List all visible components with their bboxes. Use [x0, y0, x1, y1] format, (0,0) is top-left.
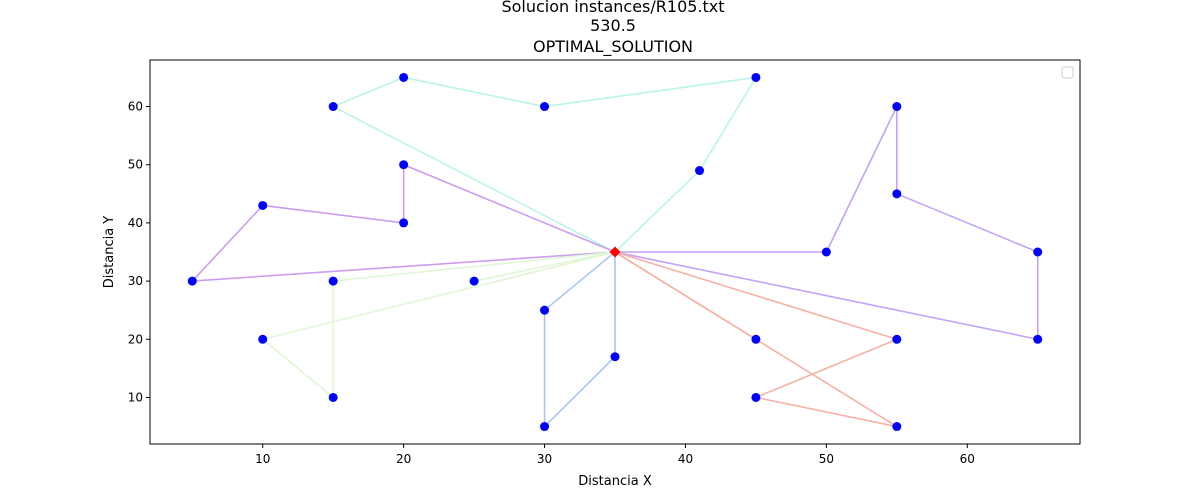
route-line-5: [261, 251, 616, 399]
x-axis-ticks: 10 20 30 40 50 60: [255, 444, 975, 466]
y-tick-label-40: 40: [128, 216, 143, 230]
chart-title-line-2: 530.5: [590, 16, 636, 35]
customer-point-25: [892, 422, 902, 432]
chart-title-line-1: Solucion instances/R105.txt: [501, 0, 724, 16]
depot-point: [609, 246, 621, 258]
customer-point-7: [892, 189, 902, 199]
y-tick-label-10: 10: [128, 390, 143, 404]
route-line-6: [543, 251, 616, 428]
route-line-3: [191, 163, 616, 282]
customer-point-18: [328, 392, 338, 402]
customer-point-9: [1033, 334, 1043, 344]
route-line-2: [614, 105, 1039, 341]
y-axis-ticks: 10 20 30 40 50 60: [128, 100, 150, 404]
customer-point-4: [751, 72, 761, 82]
customer-point-19: [540, 305, 550, 315]
x-tick-label-20: 20: [396, 452, 411, 466]
customer-point-22: [751, 334, 761, 344]
y-tick-label-20: 20: [128, 332, 143, 346]
customer-point-1: [328, 102, 338, 112]
customer-point-8: [1033, 247, 1043, 257]
chart-title-line-3: OPTIMAL_SOLUTION: [533, 37, 693, 57]
legend-box: [1061, 66, 1074, 79]
customer-point-11: [399, 160, 409, 170]
points-layer: [187, 72, 1043, 432]
x-tick-label-50: 50: [819, 452, 834, 466]
y-tick-label-50: 50: [128, 158, 143, 172]
customer-point-23: [751, 392, 761, 402]
x-tick-label-10: 10: [255, 452, 270, 466]
x-tick-label-40: 40: [678, 452, 693, 466]
x-tick-label-60: 60: [960, 452, 975, 466]
customer-point-24: [892, 334, 902, 344]
customer-point-3: [540, 102, 550, 112]
customer-point-10: [821, 247, 831, 257]
y-tick-label-30: 30: [128, 274, 143, 288]
customer-point-21: [610, 352, 620, 362]
customer-point-14: [187, 276, 197, 286]
customer-point-15: [328, 276, 338, 286]
customer-point-13: [258, 200, 268, 210]
customer-point-16: [469, 276, 479, 286]
x-axis-label: Distancia X: [578, 474, 652, 489]
customer-point-5: [695, 166, 705, 176]
plot-frame: [149, 59, 1081, 445]
chart-title: Solucion instances/R105.txt 530.5 OPTIMA…: [501, 0, 724, 57]
y-axis-label: Distancia Y: [102, 216, 117, 289]
x-tick-label-30: 30: [537, 452, 552, 466]
customer-point-12: [399, 218, 409, 228]
customer-point-6: [892, 102, 902, 112]
y-tick-label-60: 60: [128, 100, 143, 114]
customer-point-20: [540, 422, 550, 432]
customer-point-17: [258, 334, 268, 344]
customer-point-2: [399, 72, 409, 82]
